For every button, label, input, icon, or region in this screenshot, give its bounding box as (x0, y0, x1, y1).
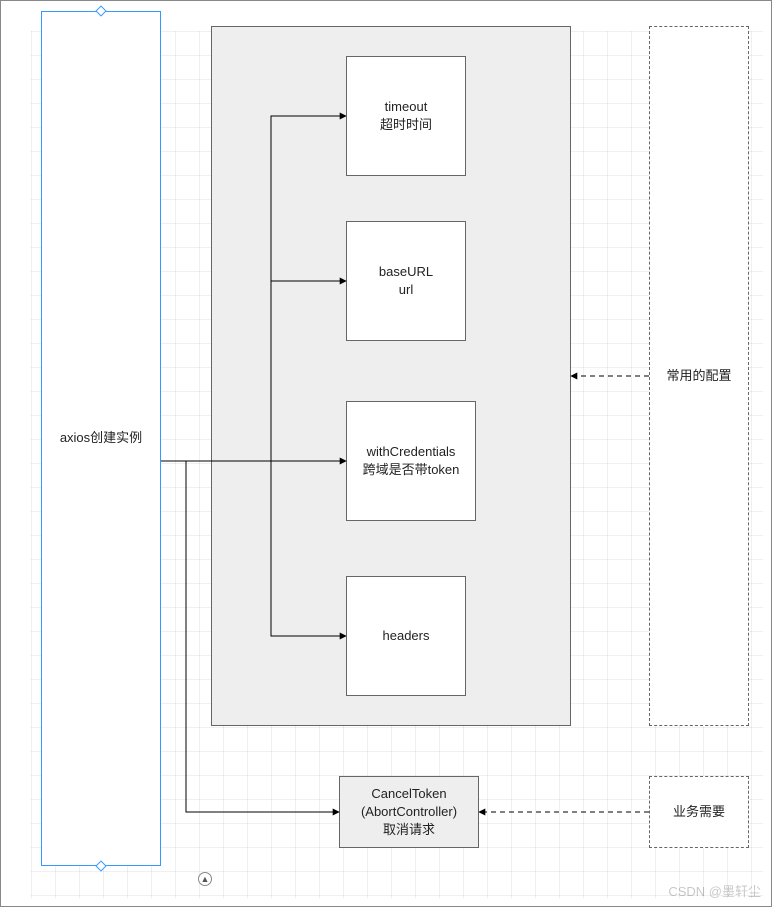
node-label: 取消请求 (383, 821, 435, 839)
node-label: withCredentials (367, 443, 456, 461)
node-axios[interactable]: axios创建实例 (41, 11, 161, 866)
node-label: 超时时间 (380, 116, 432, 134)
node-label: 常用的配置 (666, 367, 731, 385)
node-label: (AbortController) (361, 803, 457, 821)
anchor-glyph: ▲ (201, 874, 210, 884)
node-baseurl[interactable]: baseURL url (346, 221, 466, 341)
node-headers[interactable]: headers (346, 576, 466, 696)
node-business-need[interactable]: 业务需要 (649, 776, 749, 848)
node-label: 跨域是否带token (363, 461, 460, 479)
node-label: baseURL (379, 263, 433, 281)
watermark-text: CSDN @墨轩尘 (668, 881, 761, 900)
node-withcredentials[interactable]: withCredentials 跨域是否带token (346, 401, 476, 521)
anchor-toggle-icon[interactable]: ▲ (198, 872, 212, 886)
node-common-config[interactable]: 常用的配置 (649, 26, 749, 726)
node-label: timeout (385, 98, 428, 116)
node-label: headers (383, 627, 430, 645)
node-label: 业务需要 (673, 803, 725, 821)
node-label: CancelToken (371, 785, 446, 803)
node-canceltoken[interactable]: CancelToken (AbortController) 取消请求 (339, 776, 479, 848)
node-label: axios创建实例 (60, 429, 142, 447)
diagram-canvas: axios创建实例 timeout 超时时间 baseURL url withC… (0, 0, 772, 907)
node-timeout[interactable]: timeout 超时时间 (346, 56, 466, 176)
node-label: url (399, 281, 413, 299)
